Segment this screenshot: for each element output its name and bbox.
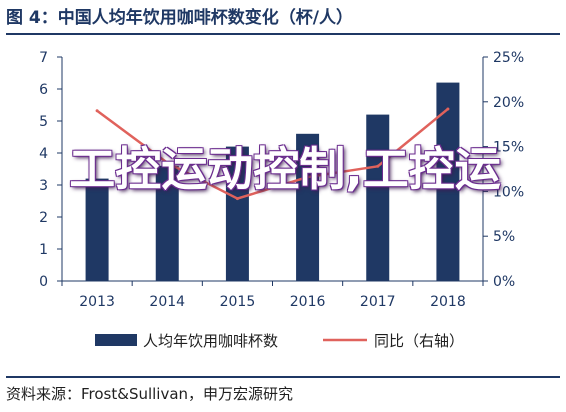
bar-2017 [366, 114, 390, 281]
left-tick-label: 6 [39, 82, 48, 98]
left-tick-label: 4 [39, 146, 48, 162]
left-tick-label: 1 [39, 242, 48, 258]
x-tick-label: 2015 [220, 294, 256, 310]
left-tick-label: 0 [39, 274, 48, 290]
footer-divider [6, 376, 560, 378]
legend-bar-swatch [95, 334, 137, 346]
bar-2018 [436, 82, 460, 281]
yoy-point-2013 [95, 109, 99, 113]
right-tick-label: 25% [493, 50, 524, 66]
yoy-point-2014 [165, 161, 169, 165]
legend-bar-label: 人均年饮用咖啡杯数 [143, 332, 278, 350]
yoy-point-2017 [376, 164, 380, 168]
right-tick-label: 5% [493, 229, 515, 245]
yoy-point-2016 [306, 175, 310, 179]
yoy-line [96, 108, 449, 200]
x-tick-label: 2017 [360, 294, 396, 310]
left-tick-label: 2 [39, 210, 48, 226]
chart-title: 图 4：中国人均年饮用咖啡杯数变化（杯/人） [6, 8, 353, 28]
left-tick-label: 5 [39, 114, 48, 130]
yoy-point-2018 [446, 107, 450, 111]
bar-2016 [296, 133, 320, 281]
right-tick-label: 0% [493, 274, 515, 290]
left-tick-label: 7 [39, 50, 48, 66]
x-tick-label: 2016 [290, 294, 326, 310]
left-tick-label: 3 [39, 178, 48, 194]
x-tick-label: 2018 [430, 294, 466, 310]
bar-2015 [225, 146, 249, 281]
right-tick-label: 15% [493, 140, 524, 156]
bar-2013 [85, 178, 109, 281]
x-tick-label: 2013 [79, 294, 115, 310]
bar-2014 [155, 165, 179, 281]
source-note: 资料来源：Frost&Sullivan，申万宏源研究 [6, 385, 294, 403]
legend-line-label: 同比（右轴） [374, 332, 464, 350]
right-tick-label: 10% [493, 184, 524, 200]
title-divider [6, 33, 560, 35]
x-tick-label: 2014 [149, 294, 185, 310]
right-tick-label: 20% [493, 95, 524, 111]
yoy-point-2015 [235, 197, 239, 201]
